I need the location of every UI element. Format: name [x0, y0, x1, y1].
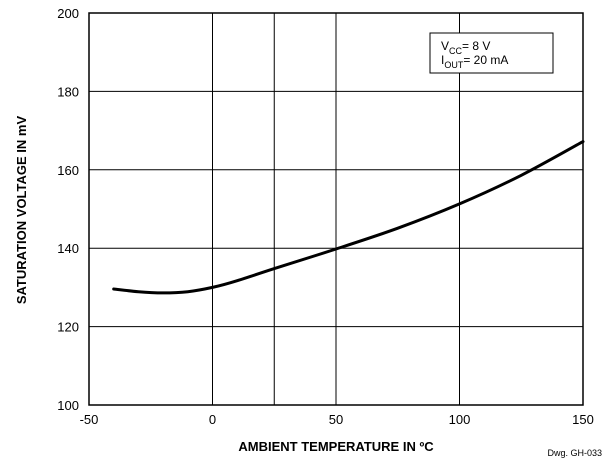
y-tick-labels: 100 120 140 160 180 200 [57, 6, 79, 413]
y-tick-label: 120 [57, 320, 79, 335]
legend-iout-value: = 20 mA [463, 53, 508, 67]
x-tick-labels: -50 0 50 100 150 [80, 412, 594, 427]
x-tick-label: 50 [329, 412, 343, 427]
legend-vcc-main: V [441, 39, 449, 53]
y-tick-label: 100 [57, 398, 79, 413]
legend-iout-main: I [441, 53, 444, 67]
legend-vcc: VCC= 8 V [441, 39, 490, 56]
drawing-number: Dwg. GH-033 [547, 448, 602, 458]
legend-frame [429, 32, 554, 74]
x-axis-label: AMBIENT TEMPERATURE IN ºC [238, 439, 434, 454]
y-tick-label: 180 [57, 84, 79, 99]
y-tick-label: 160 [57, 163, 79, 178]
x-tick-label: 0 [209, 412, 216, 427]
legend-vcc-value: = 8 V [462, 39, 490, 53]
y-tick-label: 140 [57, 241, 79, 256]
x-tick-label: 150 [572, 412, 594, 427]
series-layer [112, 140, 585, 295]
plot-frame [88, 12, 584, 406]
legend-iout: IOUT= 20 mA [441, 53, 508, 70]
y-tick-label: 200 [57, 6, 79, 21]
legend-iout-sub: OUT [444, 60, 464, 70]
saturation-voltage-line [112, 140, 585, 295]
y-axis-label: SATURATION VOLTAGE IN mV [14, 116, 29, 305]
legend-box: VCC= 8 V IOUT= 20 mA [429, 32, 554, 74]
x-tick-label: -50 [80, 412, 99, 427]
legend-vcc-sub: CC [449, 46, 462, 56]
plot-border [88, 12, 584, 406]
x-tick-label: 100 [449, 412, 471, 427]
